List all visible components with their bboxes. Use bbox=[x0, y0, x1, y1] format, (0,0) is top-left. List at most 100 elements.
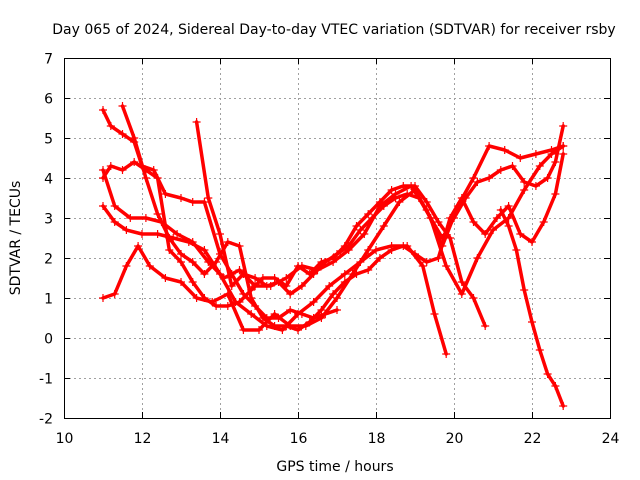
data-point bbox=[442, 262, 451, 270]
data-point bbox=[286, 290, 295, 298]
data-point bbox=[414, 194, 423, 202]
data-point bbox=[528, 238, 536, 246]
data-point bbox=[99, 166, 107, 174]
x-tick-label: 12 bbox=[134, 431, 152, 447]
data-point bbox=[177, 278, 185, 286]
data-point bbox=[106, 162, 115, 170]
data-point bbox=[188, 258, 197, 266]
data-point bbox=[317, 314, 326, 322]
x-tick-label: 18 bbox=[368, 431, 386, 447]
data-point bbox=[200, 270, 209, 278]
data-point bbox=[481, 230, 490, 238]
data-point bbox=[364, 246, 373, 254]
data-point bbox=[130, 158, 139, 166]
data-point bbox=[188, 198, 197, 206]
data-point bbox=[126, 214, 135, 222]
data-point bbox=[411, 182, 419, 190]
data-point bbox=[375, 198, 384, 206]
data-point bbox=[200, 198, 209, 206]
data-point bbox=[188, 238, 197, 246]
data-point bbox=[531, 182, 540, 190]
data-point bbox=[496, 166, 505, 174]
data-point bbox=[294, 262, 302, 270]
data-point bbox=[426, 214, 435, 222]
data-point bbox=[461, 194, 470, 202]
y-tick-label: 2 bbox=[44, 252, 53, 268]
data-point bbox=[520, 178, 529, 186]
data-point bbox=[200, 294, 209, 302]
data-point bbox=[192, 118, 201, 126]
data-point bbox=[340, 270, 349, 278]
data-point bbox=[395, 198, 404, 206]
data-point bbox=[559, 122, 568, 130]
data-point bbox=[516, 230, 525, 238]
data-point bbox=[141, 174, 150, 182]
data-point bbox=[235, 242, 244, 250]
data-point bbox=[177, 258, 185, 266]
data-point bbox=[364, 266, 373, 274]
data-point bbox=[496, 206, 505, 214]
data-point bbox=[286, 306, 295, 314]
data-point bbox=[99, 106, 107, 114]
data-point bbox=[535, 162, 544, 170]
data-point bbox=[364, 210, 373, 218]
y-axis-label: SDTVAR / TECUs bbox=[8, 181, 24, 296]
data-point bbox=[528, 318, 536, 326]
data-point bbox=[492, 214, 501, 222]
data-point bbox=[239, 270, 248, 278]
data-point bbox=[535, 346, 544, 354]
data-point bbox=[258, 314, 267, 322]
data-point bbox=[173, 230, 182, 238]
data-point bbox=[204, 258, 213, 266]
data-point bbox=[457, 290, 466, 298]
data-point bbox=[329, 290, 338, 298]
data-point bbox=[531, 150, 540, 158]
data-point bbox=[559, 150, 568, 158]
data-point bbox=[333, 306, 341, 314]
data-point bbox=[270, 310, 279, 318]
data-point bbox=[399, 242, 408, 250]
x-tick-label: 22 bbox=[524, 431, 542, 447]
y-tick-label: -2 bbox=[39, 412, 53, 428]
x-tick-label: 24 bbox=[602, 431, 620, 447]
data-point bbox=[223, 238, 232, 246]
data-point bbox=[145, 262, 154, 270]
series-track-4 bbox=[101, 144, 565, 332]
y-tick-label: 3 bbox=[44, 212, 53, 228]
data-point bbox=[539, 218, 548, 226]
data-point bbox=[485, 174, 494, 182]
x-tick-label: 14 bbox=[212, 431, 230, 447]
data-point bbox=[473, 178, 482, 186]
data-point bbox=[270, 322, 279, 330]
data-point bbox=[422, 198, 431, 206]
data-point bbox=[262, 282, 271, 290]
data-point bbox=[360, 230, 369, 238]
y-tick-label: 1 bbox=[44, 292, 53, 308]
axis-ticks bbox=[64, 58, 611, 419]
data-point bbox=[520, 186, 529, 194]
x-axis-label: GPS time / hours bbox=[276, 459, 393, 475]
data-point bbox=[134, 242, 143, 250]
data-point bbox=[294, 326, 302, 334]
data-point bbox=[489, 226, 497, 234]
data-point bbox=[122, 262, 131, 270]
data-point bbox=[118, 102, 127, 110]
data-point bbox=[200, 246, 209, 254]
data-point bbox=[235, 266, 244, 274]
data-point bbox=[387, 186, 396, 194]
data-point bbox=[305, 318, 314, 326]
data-point bbox=[333, 294, 341, 302]
data-point bbox=[204, 194, 213, 202]
data-point bbox=[161, 190, 170, 198]
y-tick-label: 5 bbox=[44, 132, 53, 148]
series-track-5 bbox=[101, 160, 487, 328]
data-point bbox=[379, 202, 388, 210]
data-point bbox=[375, 254, 384, 262]
data-point bbox=[153, 230, 162, 238]
data-point bbox=[379, 222, 388, 230]
data-point bbox=[247, 310, 256, 318]
data-point bbox=[442, 350, 451, 358]
data-point bbox=[516, 154, 525, 162]
x-tick-label: 10 bbox=[56, 431, 74, 447]
data-point bbox=[223, 290, 232, 298]
